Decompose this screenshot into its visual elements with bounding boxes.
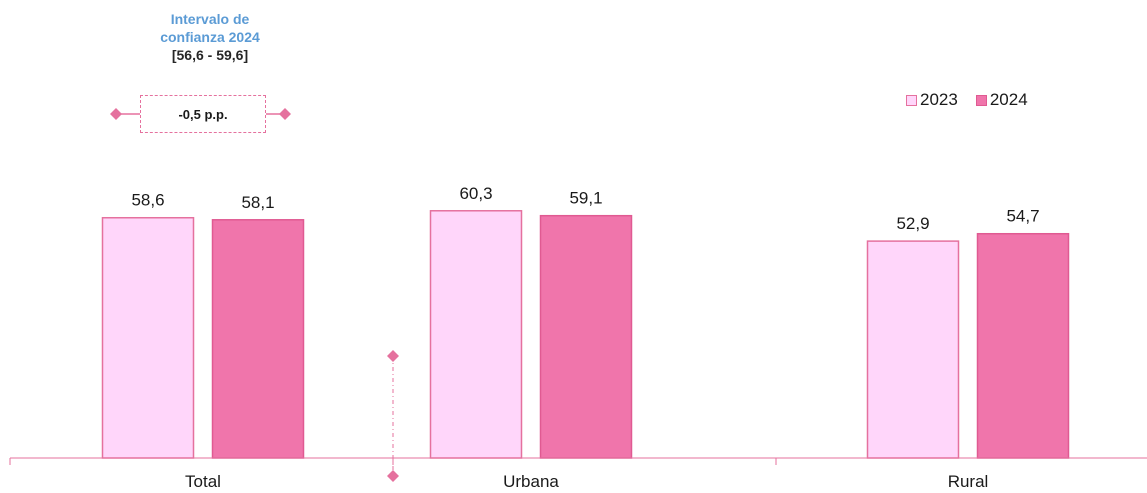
bar-2024-total xyxy=(211,219,305,459)
confidence-interval-title-line-2: confianza 2024 xyxy=(160,29,260,45)
legend: 2023 2024 xyxy=(906,90,1046,110)
value-label-2024-urbana: 59,1 xyxy=(569,189,602,208)
value-label-2023-rural: 52,9 xyxy=(896,214,929,233)
legend-item-2023: 2023 xyxy=(906,90,958,110)
confidence-interval-range: [56,6 - 59,6] xyxy=(171,47,249,63)
legend-swatch-2023 xyxy=(906,94,917,106)
legend-swatch-2024 xyxy=(975,94,987,106)
category-label-urbana: Urbana xyxy=(503,472,559,491)
legend-item-2024: 2024 xyxy=(975,90,1028,110)
bar-2024-rural xyxy=(976,232,1070,459)
category-label-total: Total xyxy=(185,472,221,491)
category-label-rural: Rural xyxy=(948,472,989,491)
value-label-2024-total: 58,1 xyxy=(241,193,274,212)
bar-2023-urbana xyxy=(429,210,523,459)
value-label-2023-urbana: 60,3 xyxy=(459,184,492,203)
separator-diamond-top xyxy=(387,350,399,362)
value-label-2023-total: 58,6 xyxy=(131,191,164,210)
difference-diamond-left xyxy=(110,108,122,120)
confidence-interval-title-line-1: Intervalo de xyxy=(170,11,250,27)
difference-label: -0,5 p.p. xyxy=(178,106,228,122)
bar-2023-total xyxy=(101,216,195,459)
legend-label-2024: 2024 xyxy=(989,90,1028,109)
difference-diamond-right xyxy=(279,108,291,120)
legend-label-2023: 2023 xyxy=(920,90,958,109)
value-label-2024-rural: 54,7 xyxy=(1006,207,1039,226)
confidence-interval-title: Intervalo de confianza 2024 xyxy=(120,10,300,46)
bar-2023-rural xyxy=(866,240,960,459)
separator-diamond-bottom xyxy=(387,470,399,482)
difference-box: -0,5 p.p. xyxy=(140,95,266,133)
bar-2024-urbana xyxy=(539,214,633,459)
